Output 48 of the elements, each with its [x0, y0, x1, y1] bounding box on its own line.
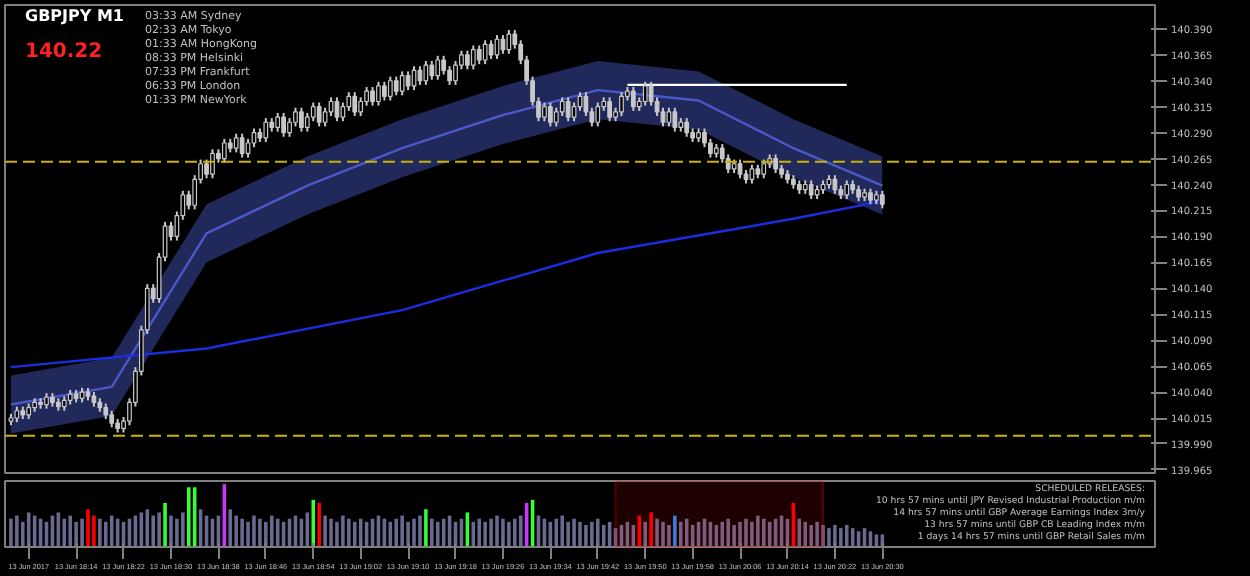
- candlestick: [844, 179, 850, 201]
- candlestick: [559, 96, 565, 118]
- candlestick: [382, 80, 387, 102]
- candlestick: [506, 28, 512, 55]
- candlestick: [435, 54, 441, 81]
- candlestick: [672, 106, 678, 133]
- candlestick: [393, 75, 399, 97]
- candlestick: [583, 91, 589, 118]
- candlestick: [565, 96, 571, 123]
- candlestick: [607, 96, 613, 123]
- candlestick: [470, 44, 476, 71]
- candlestick: [239, 132, 245, 159]
- candlestick: [832, 174, 838, 195]
- candlestick: [210, 148, 215, 180]
- candlestick: [464, 49, 470, 71]
- candlestick: [595, 101, 601, 128]
- candlestick: [630, 85, 636, 112]
- chart-title: GBPJPY M1: [25, 7, 125, 25]
- candlestick: [263, 117, 269, 143]
- candlestick: [547, 101, 553, 128]
- candlestick: [761, 158, 767, 180]
- candlestick: [773, 153, 778, 175]
- candlestick: [808, 179, 814, 201]
- candlestick: [376, 80, 381, 107]
- candlestick: [476, 44, 482, 66]
- candlestick: [387, 75, 393, 102]
- candlestick: [423, 60, 429, 86]
- candlestick: [221, 137, 227, 164]
- candlestick: [399, 70, 405, 97]
- candlestick: [304, 111, 310, 133]
- candlestick: [233, 132, 239, 154]
- candlestick: [370, 85, 375, 107]
- candlestick: [482, 39, 488, 66]
- candlestick: [429, 60, 435, 81]
- candlestick: [405, 70, 411, 92]
- candlestick: [299, 106, 304, 133]
- candlestick: [352, 91, 358, 118]
- candlestick: [488, 39, 494, 60]
- candlestick: [316, 101, 322, 128]
- candlestick: [684, 117, 690, 138]
- candlestick: [542, 101, 547, 123]
- annotation: 140.22: [25, 41, 103, 63]
- candlestick: [666, 106, 672, 128]
- candlestick: [642, 80, 648, 107]
- candlestick: [619, 91, 624, 118]
- candlestick: [275, 111, 281, 133]
- candlestick: [749, 163, 755, 185]
- candlestick: [281, 111, 286, 138]
